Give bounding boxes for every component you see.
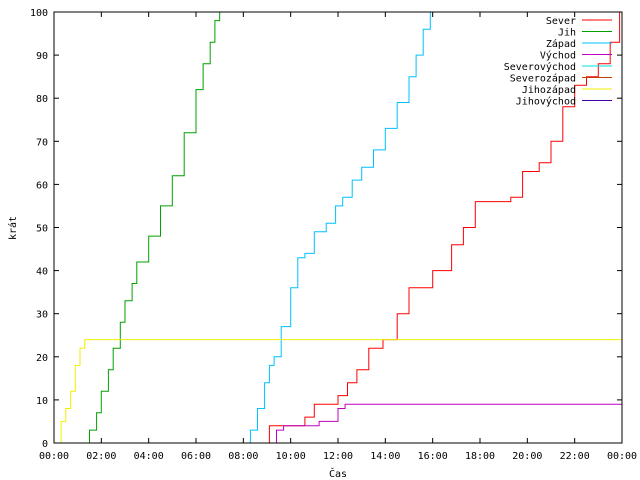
x-tick-label: 22:00 [560,451,590,462]
series-layer [56,12,622,444]
y-tick-label: 60 [36,180,48,191]
legend-label: Západ [546,38,576,50]
legend-label: Východ [540,50,576,62]
legend-label: Severozápad [510,73,576,85]
y-tick-label: 40 [36,267,48,278]
y-tick-label: 70 [36,137,48,148]
y-tick-label: 30 [36,310,48,321]
legend-label: Jihozápad [522,84,576,96]
y-tick-label: 80 [36,94,48,105]
y-tick-label: 10 [36,396,48,407]
y-tick-label: 100 [30,8,48,19]
x-tick-label: 00:00 [607,451,637,462]
x-axis-title: Čas [329,467,347,480]
legend: SeverJihZápadVýchodSeverovýchodSeverozáp… [504,16,612,108]
x-tick-label: 10:00 [276,451,306,462]
x-tick-label: 14:00 [370,451,400,462]
x-tick-label: 08:00 [228,451,258,462]
y-tick-label: 90 [36,51,48,62]
x-tick-label: 04:00 [134,451,164,462]
series-line-sever [267,12,621,444]
x-tick-label: 20:00 [512,451,542,462]
series-line-jih [84,12,221,444]
legend-label: Sever [546,16,576,27]
x-tick-label: 00:00 [39,451,69,462]
legend-label: Severovýchod [504,61,576,73]
y-tick-label: 0 [42,439,48,450]
x-tick-label: 16:00 [418,451,448,462]
series-line-jihozápad [56,339,622,444]
legend-label: Jih [558,28,576,39]
legend-label: Jihovýchod [516,96,576,108]
plot-area-border [53,11,623,444]
y-axis-title: krát [7,216,19,240]
x-tick-label: 06:00 [181,451,211,462]
x-tick-label: 18:00 [465,451,495,462]
x-tick-label: 12:00 [323,451,353,462]
x-tick-label: 02:00 [86,451,116,462]
series-line-západ [245,12,431,444]
x-axis: 00:00 02:00 04:00 06:00 08:00 10:00 12:00 14:00… [39,12,637,462]
series-line-východ [274,403,622,444]
y-tick-label: 50 [36,224,48,235]
y-tick-label: 20 [36,353,48,364]
